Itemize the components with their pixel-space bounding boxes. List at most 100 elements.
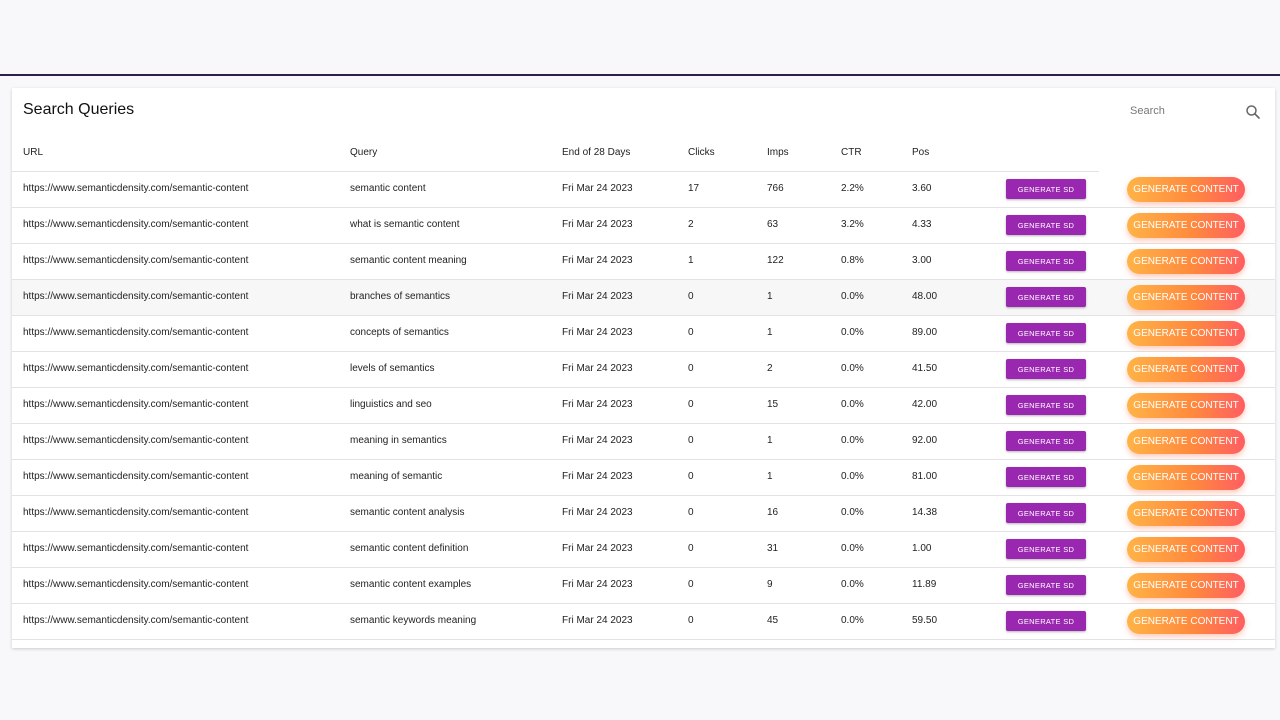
- header-url[interactable]: URL: [23, 147, 44, 158]
- generate-sd-button[interactable]: GENERATE SD: [1006, 251, 1086, 271]
- generate-sd-button[interactable]: GENERATE SD: [1006, 215, 1086, 235]
- header-ctr[interactable]: CTR: [841, 147, 862, 158]
- cell-ctr: 0.0%: [841, 363, 864, 374]
- cell-date: Fri Mar 24 2023: [562, 507, 633, 518]
- generate-content-button[interactable]: GENERATE CONTENT: [1127, 429, 1245, 454]
- cell-url: https://www.semanticdensity.com/semantic…: [23, 327, 249, 338]
- cell-url: https://www.semanticdensity.com/semantic…: [23, 579, 249, 590]
- cell-url: https://www.semanticdensity.com/semantic…: [23, 363, 249, 374]
- generate-content-button[interactable]: GENERATE CONTENT: [1127, 249, 1245, 274]
- cell-query: semantic content analysis: [350, 507, 465, 518]
- cell-url: https://www.semanticdensity.com/semantic…: [23, 183, 249, 194]
- generate-sd-button[interactable]: GENERATE SD: [1006, 287, 1086, 307]
- search-input[interactable]: [1122, 100, 1240, 122]
- cell-url: https://www.semanticdensity.com/semantic…: [23, 615, 249, 626]
- cell-query: linguistics and seo: [350, 399, 432, 410]
- generate-sd-button[interactable]: GENERATE SD: [1006, 539, 1086, 559]
- generate-content-button[interactable]: GENERATE CONTENT: [1127, 285, 1245, 310]
- cell-query: semantic content: [350, 183, 426, 194]
- search-box: [1122, 100, 1268, 124]
- cell-clicks: 0: [688, 327, 694, 338]
- cell-url: https://www.semanticdensity.com/semantic…: [23, 507, 249, 518]
- cell-date: Fri Mar 24 2023: [562, 543, 633, 554]
- cell-clicks: 0: [688, 507, 694, 518]
- cell-query: concepts of semantics: [350, 327, 449, 338]
- header-clicks[interactable]: Clicks: [688, 147, 715, 158]
- cell-clicks: 2: [688, 219, 694, 230]
- generate-content-button[interactable]: GENERATE CONTENT: [1127, 501, 1245, 526]
- cell-imps: 2: [767, 363, 773, 374]
- cell-clicks: 1: [688, 255, 694, 266]
- cell-pos: 92.00: [912, 435, 938, 446]
- panel-title: Search Queries: [23, 101, 135, 118]
- cell-pos: 89.00: [912, 327, 938, 338]
- table-body: https://www.semanticdensity.com/semantic…: [12, 172, 1275, 640]
- cell-ctr: 2.2%: [841, 183, 864, 194]
- header-date[interactable]: End of 28 Days: [562, 147, 631, 158]
- table-row: https://www.semanticdensity.com/semantic…: [12, 604, 1275, 640]
- header-query[interactable]: Query: [350, 147, 378, 158]
- generate-sd-button[interactable]: GENERATE SD: [1006, 467, 1086, 487]
- cell-imps: 766: [767, 183, 784, 194]
- cell-url: https://www.semanticdensity.com/semantic…: [23, 399, 249, 410]
- generate-sd-button[interactable]: GENERATE SD: [1006, 359, 1086, 379]
- cell-url: https://www.semanticdensity.com/semantic…: [23, 435, 249, 446]
- cell-clicks: 0: [688, 615, 694, 626]
- generate-sd-button[interactable]: GENERATE SD: [1006, 431, 1086, 451]
- header-pos[interactable]: Pos: [912, 147, 930, 158]
- generate-sd-button[interactable]: GENERATE SD: [1006, 323, 1086, 343]
- cell-pos: 1.00: [912, 543, 932, 554]
- generate-content-button[interactable]: GENERATE CONTENT: [1127, 609, 1245, 634]
- table-header: URL Query End of 28 Days Clicks Imps CTR…: [12, 136, 1099, 172]
- generate-sd-button[interactable]: GENERATE SD: [1006, 179, 1086, 199]
- cell-clicks: 0: [688, 579, 694, 590]
- cell-ctr: 0.0%: [841, 579, 864, 590]
- generate-content-button[interactable]: GENERATE CONTENT: [1127, 177, 1245, 202]
- generate-content-button[interactable]: GENERATE CONTENT: [1127, 213, 1245, 238]
- cell-query: semantic keywords meaning: [350, 615, 477, 626]
- cell-ctr: 0.0%: [841, 435, 864, 446]
- generate-content-button[interactable]: GENERATE CONTENT: [1127, 393, 1245, 418]
- table-row: https://www.semanticdensity.com/semantic…: [12, 172, 1275, 208]
- cell-date: Fri Mar 24 2023: [562, 471, 633, 482]
- header-imps[interactable]: Imps: [767, 147, 789, 158]
- generate-content-button[interactable]: GENERATE CONTENT: [1127, 465, 1245, 490]
- cell-pos: 14.38: [912, 507, 938, 518]
- generate-sd-button[interactable]: GENERATE SD: [1006, 395, 1086, 415]
- generate-content-button[interactable]: GENERATE CONTENT: [1127, 357, 1245, 382]
- search-icon[interactable]: [1244, 103, 1262, 121]
- cell-imps: 63: [767, 219, 779, 230]
- generate-sd-button[interactable]: GENERATE SD: [1006, 503, 1086, 523]
- generate-content-button[interactable]: GENERATE CONTENT: [1127, 321, 1245, 346]
- cell-ctr: 0.0%: [841, 615, 864, 626]
- table-row: https://www.semanticdensity.com/semantic…: [12, 352, 1275, 388]
- cell-query: semantic content definition: [350, 543, 469, 554]
- cell-imps: 31: [767, 543, 779, 554]
- cell-imps: 1: [767, 327, 773, 338]
- table-row: https://www.semanticdensity.com/semantic…: [12, 280, 1275, 316]
- generate-sd-button[interactable]: GENERATE SD: [1006, 611, 1086, 631]
- cell-query: meaning in semantics: [350, 435, 447, 446]
- table-row: https://www.semanticdensity.com/semantic…: [12, 208, 1275, 244]
- table-row: https://www.semanticdensity.com/semantic…: [12, 496, 1275, 532]
- cell-pos: 41.50: [912, 363, 938, 374]
- cell-query: what is semantic content: [350, 219, 460, 230]
- generate-sd-button[interactable]: GENERATE SD: [1006, 575, 1086, 595]
- cell-url: https://www.semanticdensity.com/semantic…: [23, 291, 249, 302]
- cell-clicks: 17: [688, 183, 700, 194]
- cell-url: https://www.semanticdensity.com/semantic…: [23, 219, 249, 230]
- cell-ctr: 0.0%: [841, 507, 864, 518]
- cell-clicks: 0: [688, 543, 694, 554]
- cell-date: Fri Mar 24 2023: [562, 615, 633, 626]
- cell-ctr: 0.0%: [841, 291, 864, 302]
- cell-url: https://www.semanticdensity.com/semantic…: [23, 255, 249, 266]
- cell-date: Fri Mar 24 2023: [562, 399, 633, 410]
- table-row: https://www.semanticdensity.com/semantic…: [12, 316, 1275, 352]
- generate-content-button[interactable]: GENERATE CONTENT: [1127, 573, 1245, 598]
- table-row: https://www.semanticdensity.com/semantic…: [12, 388, 1275, 424]
- cell-pos: 81.00: [912, 471, 938, 482]
- generate-content-button[interactable]: GENERATE CONTENT: [1127, 537, 1245, 562]
- cell-date: Fri Mar 24 2023: [562, 255, 633, 266]
- cell-pos: 42.00: [912, 399, 938, 410]
- cell-pos: 59.50: [912, 615, 938, 626]
